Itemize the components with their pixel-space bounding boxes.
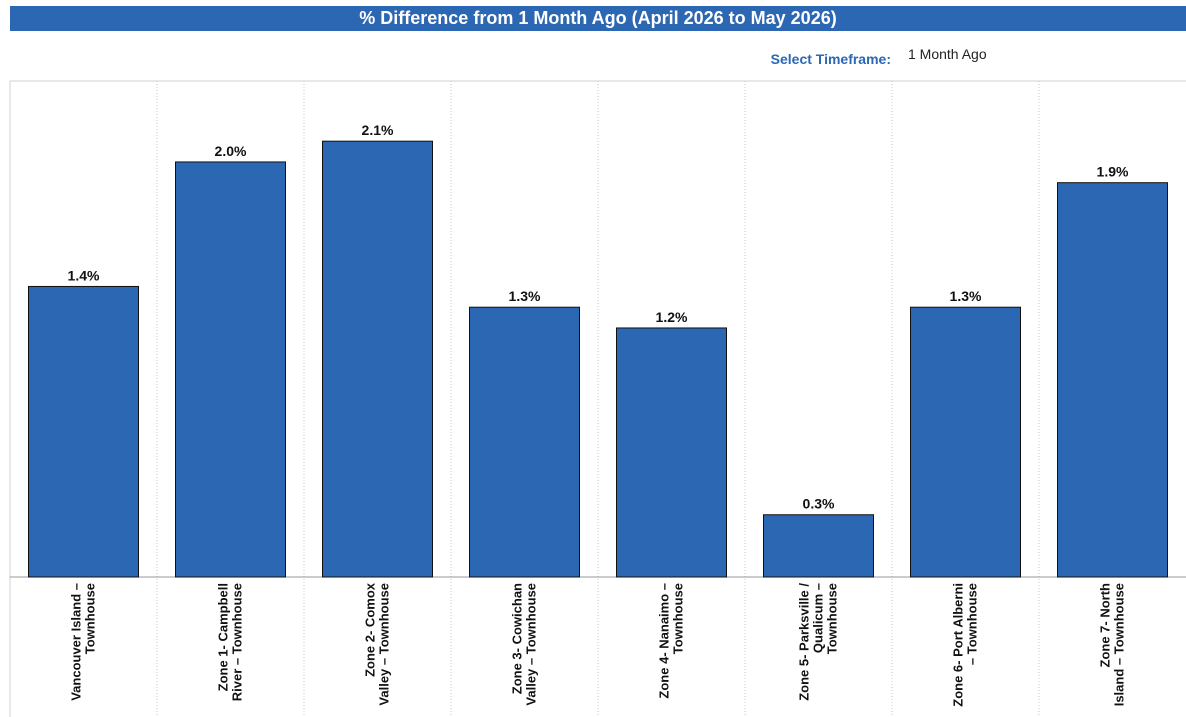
category-label: Zone 2- Comox Valley – Townhouse (363, 582, 392, 705)
category-label-line: Townhouse (825, 583, 840, 654)
category-label: Zone 5- Parksville / Qualicum – Townhouse (797, 583, 840, 701)
bar[interactable] (910, 306, 1021, 578)
bar[interactable] (763, 514, 874, 578)
category-label: Vancouver Island – Townhouse (69, 583, 98, 701)
timeframe-select[interactable]: 1 Month Ago (908, 46, 987, 62)
category-label-line: Valley – Townhouse (377, 583, 392, 706)
category-label-line: Townhouse (83, 583, 98, 654)
category-label-line: Zone 2- Comox (363, 582, 378, 677)
category-label: Zone 4- Nanaimo – Townhouse (657, 583, 686, 699)
category-label-line: Zone 1- Campbell (216, 583, 231, 691)
category-label-line: Zone 6- Port Alberni (951, 583, 966, 707)
bar-value-label: 2.1% (362, 122, 394, 138)
category-label: Zone 1- Campbell River – Townhouse (216, 583, 245, 701)
category-label-line: Zone 7- North (1098, 583, 1113, 668)
category-label: Zone 7- North Island – Townhouse (1098, 583, 1127, 706)
bar-value-label: 0.3% (803, 496, 835, 512)
category-label-line: – Townhouse (965, 583, 980, 665)
bar[interactable] (28, 285, 139, 578)
bar-value-label: 1.9% (1097, 164, 1129, 180)
category-label-line: Valley – Townhouse (524, 583, 539, 706)
bar[interactable] (1057, 182, 1168, 578)
timeframe-label: Select Timeframe: (770, 51, 891, 67)
category-label: Zone 3- Cowichan Valley – Townhouse (510, 583, 539, 706)
category-label-line: Townhouse (671, 583, 686, 654)
bar-value-label: 1.3% (509, 288, 541, 304)
bar[interactable] (469, 306, 580, 578)
bar[interactable] (322, 140, 433, 578)
category-label-line: Zone 4- Nanaimo – (657, 583, 672, 699)
category-label-line: Zone 3- Cowichan (510, 583, 525, 694)
category-label-line: Island – Townhouse (1112, 583, 1127, 706)
category-label-line: Zone 5- Parksville / (797, 583, 812, 701)
bar[interactable] (175, 161, 286, 578)
bar-value-label: 1.4% (68, 267, 100, 283)
category-label: Zone 6- Port Alberni – Townhouse (951, 583, 980, 707)
bar[interactable] (616, 327, 727, 578)
bar-value-label: 2.0% (215, 143, 247, 159)
bar-value-label: 1.3% (950, 288, 982, 304)
chart-title: % Difference from 1 Month Ago (April 202… (10, 6, 1186, 31)
bar-value-label: 1.2% (656, 309, 688, 325)
category-label-line: Qualicum – (811, 583, 826, 653)
category-label-line: Vancouver Island – (69, 583, 84, 701)
category-label-line: River – Townhouse (230, 583, 245, 701)
